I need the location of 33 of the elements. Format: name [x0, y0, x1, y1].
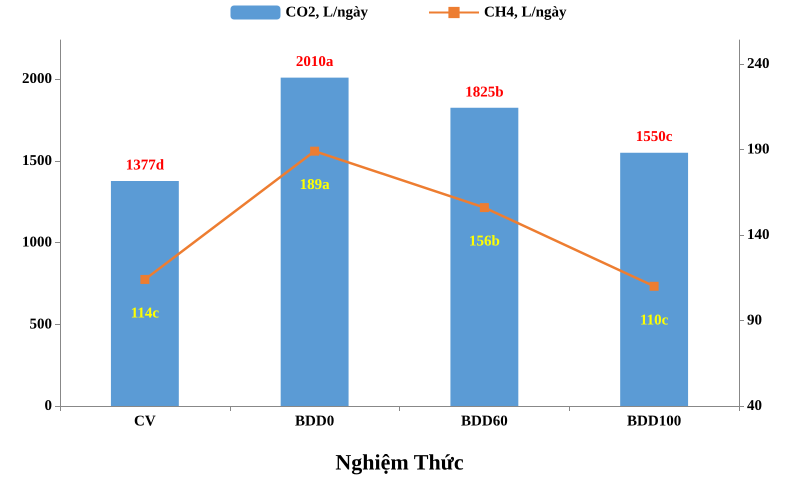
y-tick-label: 1000	[22, 234, 52, 251]
y-tick-label: 0	[44, 398, 52, 414]
data-label: 1550c	[636, 129, 673, 146]
x-tick-label: CV	[134, 414, 156, 430]
data-label: 2010a	[296, 54, 334, 70]
bar	[620, 152, 688, 406]
legend-label: CO2, L/ngày	[285, 4, 368, 20]
y2-tick-label: 190	[747, 141, 770, 158]
x-tick-label: BDD60	[461, 414, 508, 430]
legend-label: CH4, L/ngày	[484, 4, 568, 20]
point	[650, 282, 659, 291]
y2-tick-label: 140	[747, 226, 770, 243]
data-label: 110c	[640, 312, 669, 328]
data-label: 1377d	[126, 158, 165, 174]
y-tick-label: 500	[30, 316, 52, 332]
y2-tick-label: 90	[747, 312, 762, 328]
y-tick-label: 1500	[22, 152, 52, 169]
point	[480, 203, 489, 212]
x-axis-title: Nghiệm Thức	[335, 450, 464, 474]
y-tick-label: 2000	[22, 71, 52, 88]
data-label: 156b	[468, 234, 500, 250]
bar	[450, 108, 518, 406]
point	[140, 274, 150, 284]
x-tick-label: BDD100	[627, 414, 682, 430]
x-tick-label: BDD0	[295, 414, 334, 430]
data-label: 114c	[130, 305, 160, 322]
bar	[280, 78, 349, 406]
point	[310, 146, 320, 156]
bar	[110, 181, 179, 406]
data-label: 189a	[300, 177, 330, 194]
data-label: 1825b	[465, 84, 504, 100]
y2-tick-label: 240	[747, 56, 770, 72]
y2-tick-label: 40	[747, 398, 762, 414]
